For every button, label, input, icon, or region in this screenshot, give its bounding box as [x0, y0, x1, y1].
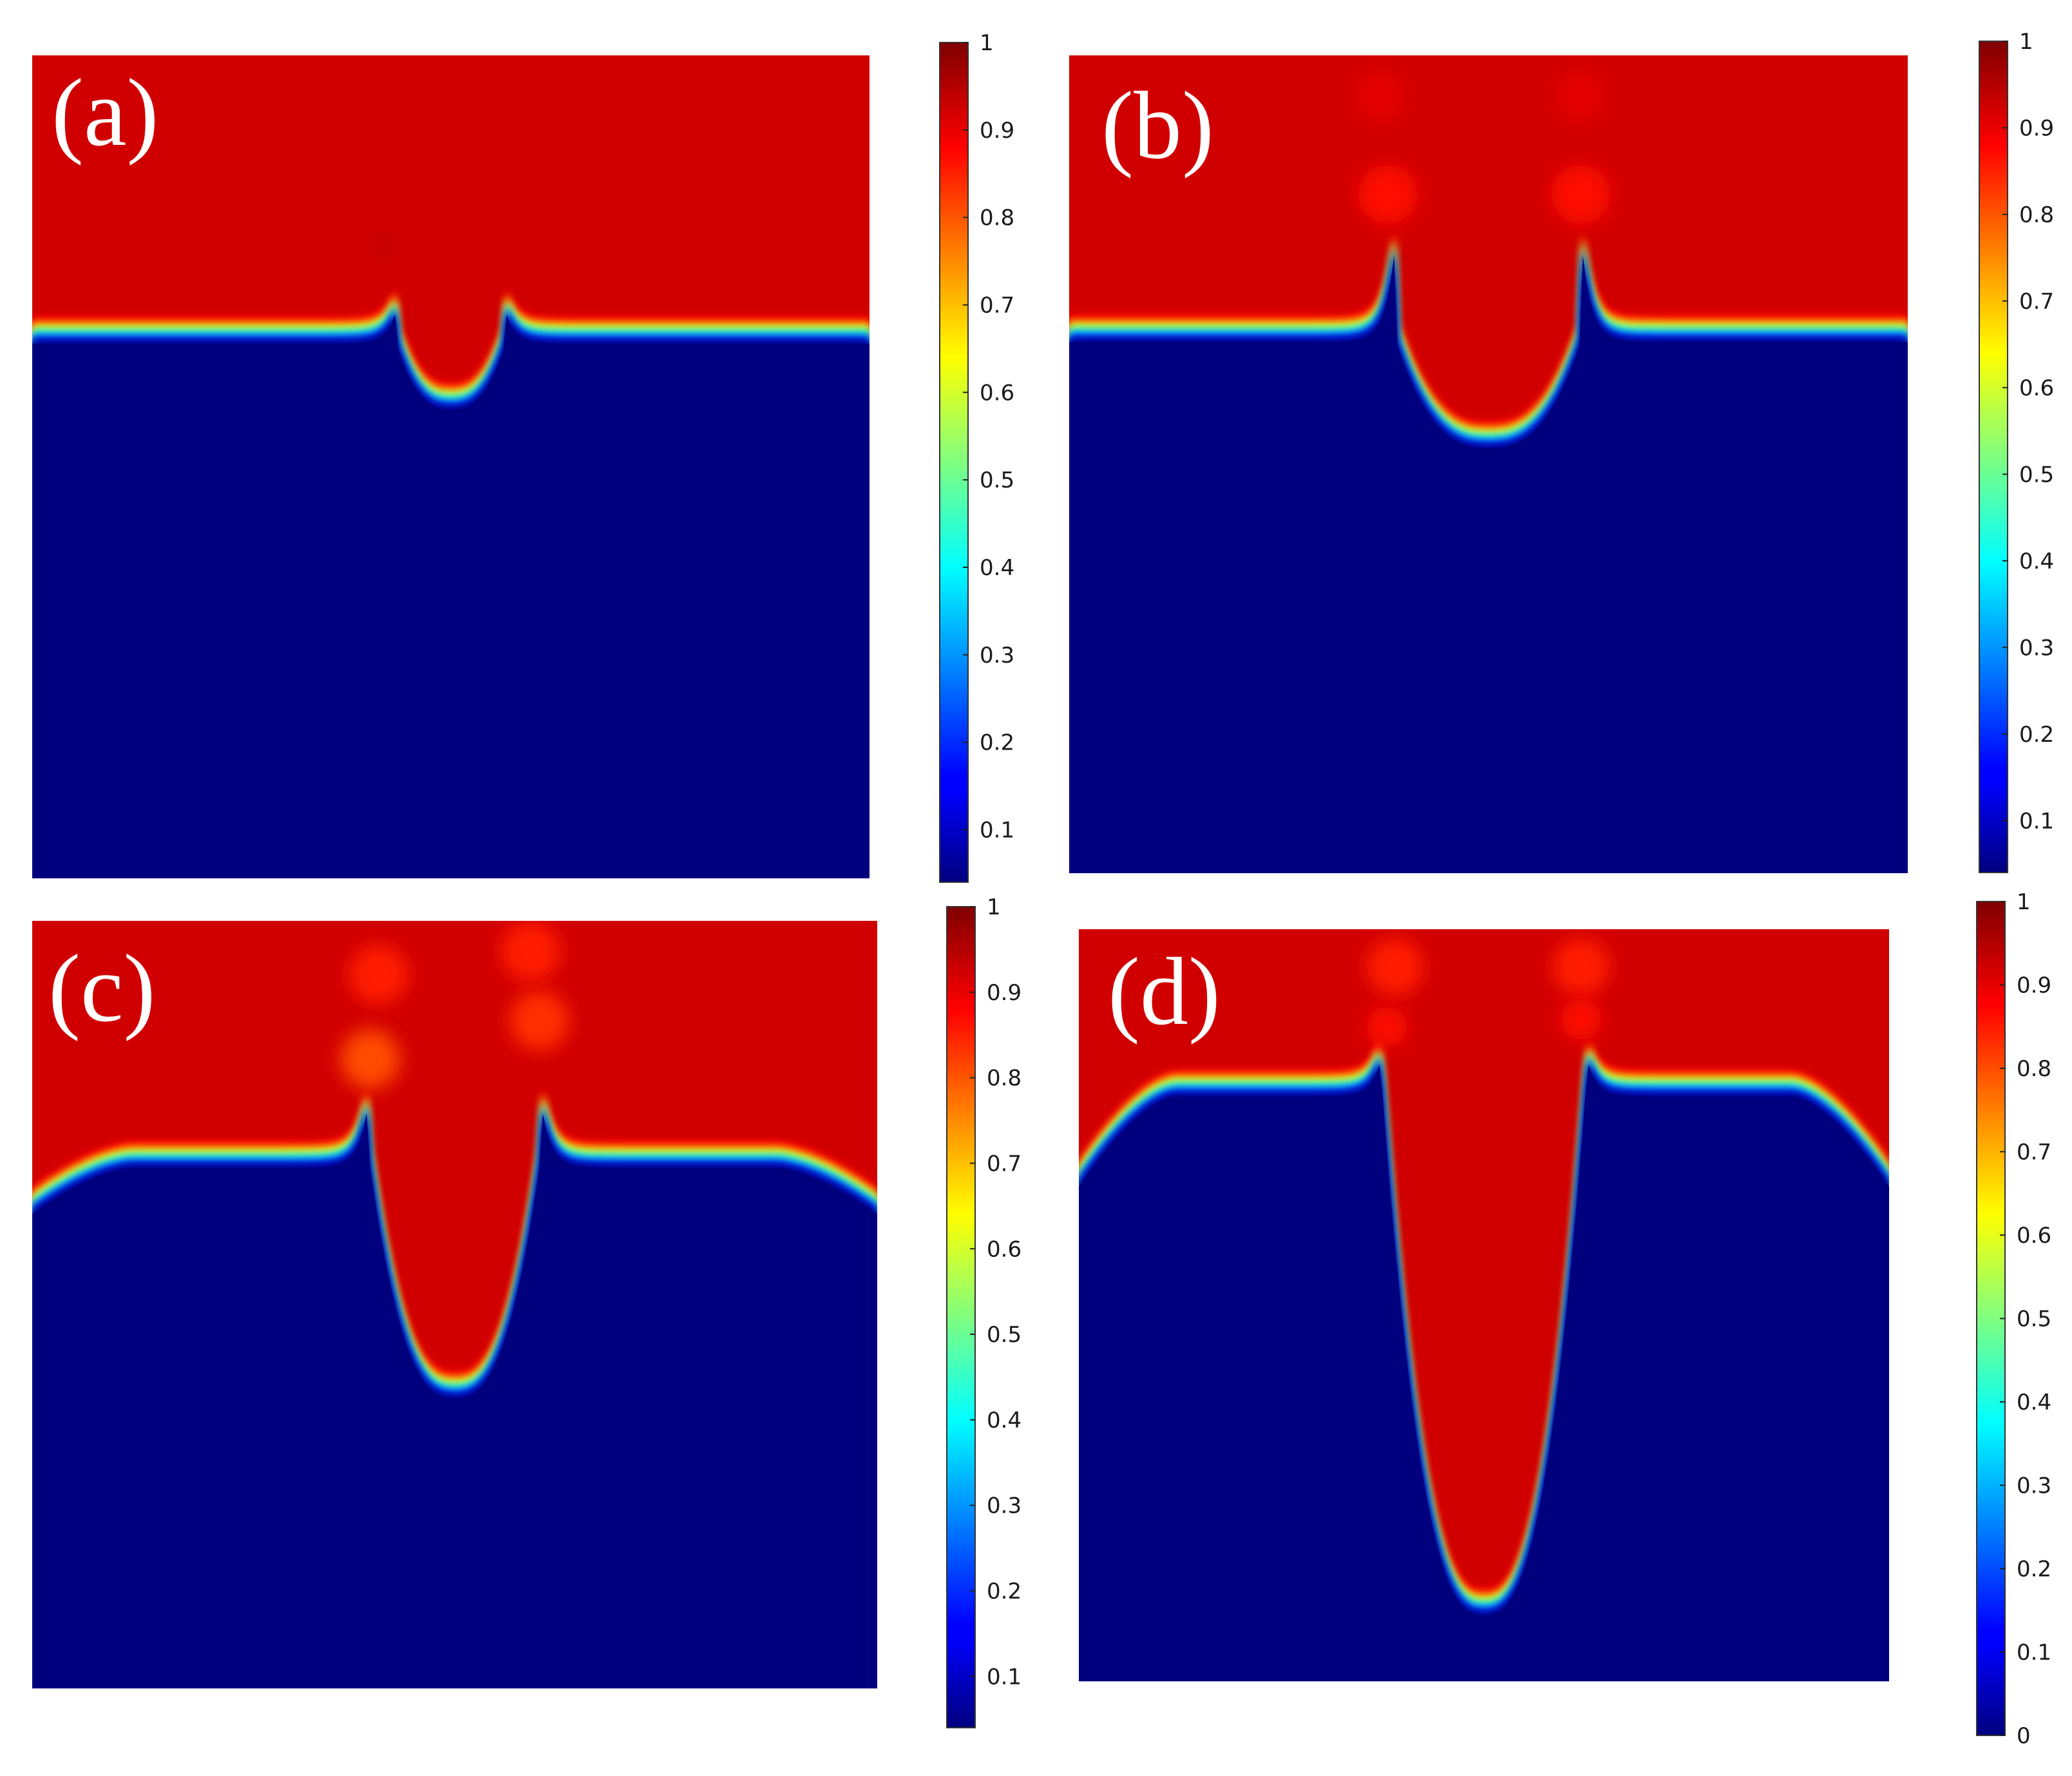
bubble — [340, 1029, 400, 1089]
colorbar-tick-label: 0.3 — [987, 1493, 1022, 1519]
phase-region-lower — [1069, 256, 1908, 873]
bubble — [509, 991, 569, 1050]
colorbar-tick-label: 0.4 — [980, 555, 1014, 581]
colorbar-tick-label: 1 — [2017, 889, 2031, 915]
colorbar-tick-label: 0.4 — [2017, 1390, 2051, 1415]
bubble — [493, 137, 526, 171]
colorbar-tick-label: 0.9 — [987, 980, 1022, 1006]
colorbar-d: 1 0.9 0.8 0.7 0.6 0.5 0.4 0.3 0.2 0.1 0 — [1976, 889, 2051, 1749]
colorbar-tick-label: 0.8 — [2019, 202, 2054, 228]
bubble — [1366, 1006, 1407, 1048]
colorbar-c: 1 0.9 0.8 0.7 0.6 0.5 0.4 0.3 0.2 0.1 — [946, 894, 1022, 1728]
panel-b: 1 0.9 0.8 0.7 0.6 0.5 0.4 0.3 0.2 0.1 (b) — [1069, 29, 2054, 873]
colorbar-tick-label: 0.1 — [980, 818, 1014, 844]
colorbar-gradient — [939, 42, 969, 883]
colorbar-tick-label: 0.4 — [2019, 549, 2054, 574]
colorbar-tick-label: 0 — [2017, 1723, 2031, 1749]
colorbar-tick-label: 0.1 — [2019, 808, 2054, 834]
colorbar-tick-label: 0.3 — [2019, 635, 2054, 661]
bubble — [1551, 165, 1610, 224]
colorbar-tick-label: 0.3 — [980, 643, 1014, 668]
bubble — [1561, 999, 1602, 1040]
colorbar-tick-label: 1 — [2019, 29, 2033, 55]
phase-region-lower — [32, 315, 870, 878]
heatmap-b — [1069, 55, 1908, 873]
colorbar-tick-label: 0.5 — [2019, 462, 2054, 487]
bubble — [1552, 938, 1610, 996]
colorbar-tick-label: 0.5 — [980, 468, 1014, 493]
colorbar-tick-label: 0.7 — [980, 293, 1014, 319]
colorbar-tick-label: 0.9 — [980, 118, 1014, 144]
colorbar-tick-label: 0.7 — [2017, 1140, 2051, 1166]
colorbar-gradient — [1979, 41, 2008, 873]
panel-d: 1 0.9 0.8 0.7 0.6 0.5 0.4 0.3 0.2 0.1 0 (d) — [1079, 889, 2051, 1749]
bubble — [1555, 71, 1606, 122]
colorbar-a: 1 0.9 0.8 0.7 0.6 0.5 0.4 0.3 0.2 0.1 — [939, 30, 1014, 883]
colorbar-tick-label: 0.9 — [2019, 115, 2054, 141]
colorbar-tick-label: 0.1 — [987, 1664, 1022, 1690]
colorbar-tick-label: 0.9 — [2017, 973, 2051, 999]
heatmap-a — [32, 55, 870, 878]
colorbar-b: 1 0.9 0.8 0.7 0.6 0.5 0.4 0.3 0.2 0.1 — [1979, 29, 2054, 873]
colorbar-tick-label: 0.4 — [987, 1408, 1022, 1433]
colorbar-tick-label: 0.7 — [2019, 288, 2054, 314]
colorbar-tick-label: 0.2 — [2019, 722, 2054, 748]
bubble — [1358, 165, 1418, 224]
panel-a-label: (a) — [52, 59, 158, 166]
colorbar-tick-label: 0.2 — [987, 1579, 1022, 1605]
colorbar-tick-label: 0.6 — [980, 380, 1014, 406]
colorbar-tick-label: 0.8 — [987, 1066, 1022, 1091]
colorbar-tick-label: 0.3 — [2017, 1473, 2051, 1499]
phase-region-lower — [1079, 1064, 1889, 1681]
colorbar-tick-label: 1 — [980, 30, 994, 56]
colorbar-tick-label: 0.2 — [980, 730, 1014, 756]
bubble — [349, 945, 408, 1005]
colorbar-tick-label: 0.8 — [2017, 1056, 2051, 1082]
panel-b-label: (b) — [1101, 72, 1214, 179]
colorbar-tick-label: 0.2 — [2017, 1556, 2051, 1582]
bubble — [359, 120, 392, 155]
panel-c-label: (c) — [48, 935, 155, 1042]
panel-c: 1 0.9 0.8 0.7 0.6 0.5 0.4 0.3 0.2 0.1 (c) — [32, 894, 1022, 1728]
colorbar-tick-label: 0.6 — [2017, 1223, 2051, 1249]
bubble — [368, 229, 399, 260]
colorbar-tick-label: 0.7 — [987, 1151, 1022, 1176]
colorbar-gradient — [946, 906, 976, 1728]
colorbar-tick-label: 0.1 — [2017, 1640, 2051, 1666]
panel-d-label: (d) — [1108, 938, 1221, 1045]
bubble — [501, 921, 560, 981]
bubble — [1354, 71, 1405, 122]
bubble — [1366, 938, 1423, 996]
colorbar-tick-label: 1 — [987, 894, 1001, 920]
colorbar-tick-label: 0.6 — [987, 1236, 1022, 1262]
colorbar-tick-label: 0.5 — [987, 1322, 1022, 1348]
heatmap-c — [32, 921, 877, 1688]
colorbar-tick-label: 0.6 — [2019, 375, 2054, 401]
colorbar-tick-label: 0.5 — [2017, 1307, 2051, 1332]
colorbar-tick-label: 0.8 — [980, 205, 1014, 231]
phase-region-lower — [32, 1113, 877, 1688]
panel-a: 1 0.9 0.8 0.7 0.6 0.5 0.4 0.3 0.2 0.1 (a) — [32, 30, 1014, 883]
heatmap-d — [1079, 929, 1889, 1681]
